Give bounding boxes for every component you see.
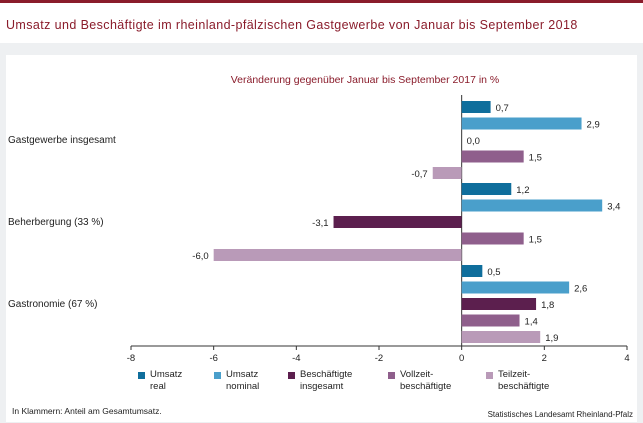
legend-swatch	[388, 372, 395, 379]
legend-item: Umsatz real	[138, 369, 182, 393]
source-note: Statistisches Landesamt Rheinland-Pfalz	[487, 410, 633, 419]
x-tick-label: 2	[542, 353, 547, 364]
bar	[461, 314, 520, 327]
legend-swatch	[486, 372, 493, 379]
legend-item: Umsatz nominal	[214, 369, 259, 393]
bar	[461, 101, 491, 113]
bar	[461, 281, 570, 294]
bar	[461, 298, 537, 310]
data-label: 1,9	[545, 333, 558, 344]
x-tick-label: 0	[459, 353, 464, 364]
data-label: 1,8	[541, 300, 554, 311]
data-label: 3,4	[607, 202, 620, 213]
data-label: 1,5	[529, 153, 542, 164]
x-tick-label: -4	[292, 353, 300, 364]
legend: Umsatz real Umsatz nominal Beschäftigte insge…	[138, 369, 618, 399]
chart-subtitle: Veränderung gegenüber Januar bis Septemb…	[230, 74, 500, 86]
legend-label: Teilzeit-beschäftigte	[498, 369, 550, 392]
bar	[461, 199, 603, 212]
x-tick-label: 4	[624, 353, 629, 364]
footnote: In Klammern: Anteil am Gesamtumsatz.	[12, 406, 162, 416]
chart-title: Umsatz und Beschäftigte im rheinland-pfä…	[6, 18, 578, 32]
data-label: -3,1	[312, 218, 328, 229]
category-label: Gastronomie (67 %)	[8, 299, 97, 310]
header: Umsatz und Beschäftigte im rheinland-pfä…	[0, 3, 643, 43]
x-tick-label: -2	[375, 353, 383, 364]
bar	[461, 183, 512, 195]
legend-item: Teilzeit-beschäftigte	[486, 369, 549, 393]
legend-swatch	[288, 372, 295, 379]
legend-swatch	[214, 372, 221, 379]
data-label: 2,9	[587, 120, 600, 131]
chart-area	[6, 55, 637, 422]
legend-item: Beschäftigte insgesamt	[288, 369, 352, 393]
legend-item: Vollzeit-beschäftigte	[388, 369, 451, 393]
data-label: 2,6	[574, 284, 587, 295]
legend-label: Vollzeit-beschäftigte	[400, 369, 452, 392]
category-label: Gastgewerbe insgesamt	[8, 135, 116, 146]
data-label: 1,5	[529, 235, 542, 246]
data-label: 1,2	[516, 185, 529, 196]
legend-label: Umsatz nominal	[226, 369, 260, 392]
legend-label: Umsatz real	[150, 369, 183, 392]
x-tick-label: -6	[209, 353, 217, 364]
data-label: -0,7	[411, 169, 427, 180]
bar	[213, 249, 462, 261]
x-tick-label: -8	[127, 353, 135, 364]
bar	[461, 265, 483, 277]
title-rule	[0, 0, 643, 3]
bar	[432, 167, 462, 179]
category-label: Beherbergung (33 %)	[8, 217, 104, 228]
bar	[461, 232, 524, 245]
data-label: 0,7	[496, 103, 509, 114]
bar	[461, 117, 582, 130]
data-label: -6,0	[192, 251, 208, 262]
legend-swatch	[138, 372, 145, 379]
bar	[333, 216, 462, 228]
bar	[461, 331, 541, 343]
data-label: 0,0	[467, 136, 480, 147]
data-label: 1,4	[525, 317, 538, 328]
legend-label: Beschäftigte insgesamt	[300, 369, 353, 392]
data-label: 0,5	[487, 267, 500, 278]
bar	[461, 150, 524, 163]
